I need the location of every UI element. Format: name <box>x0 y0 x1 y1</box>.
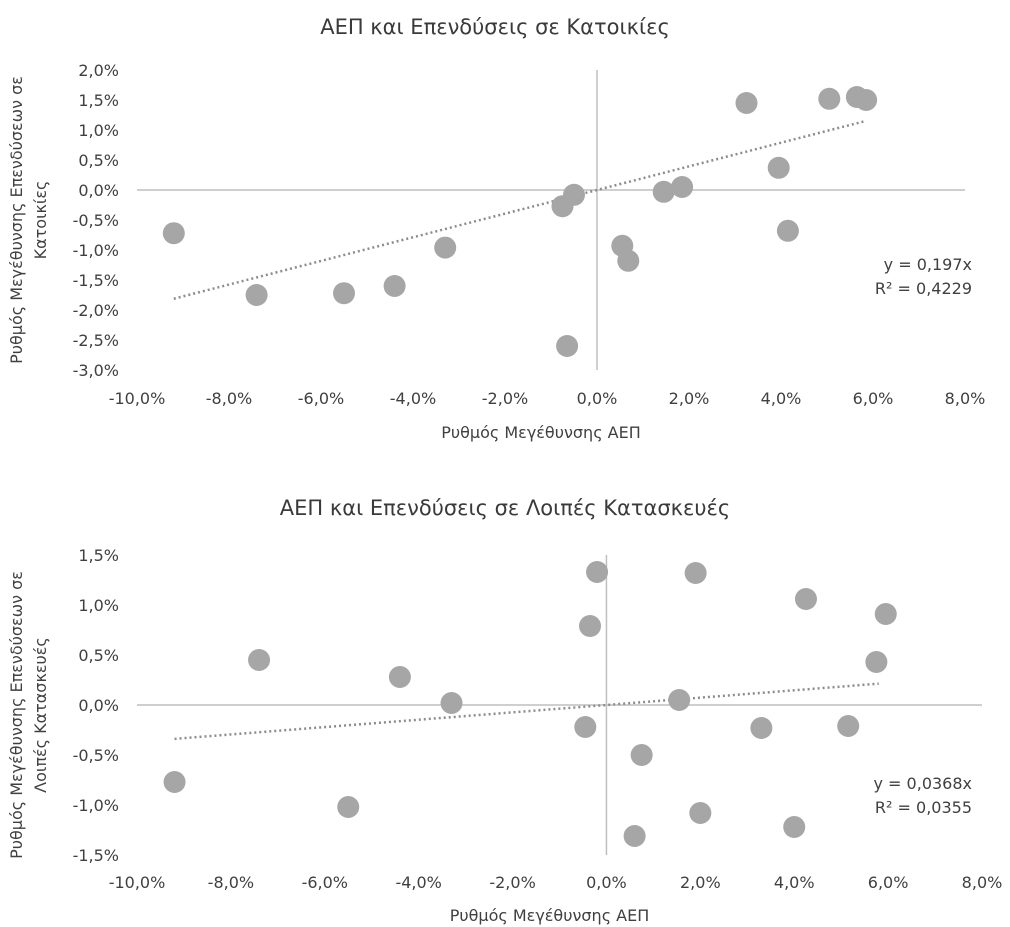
x-tick-label: 2,0% <box>680 873 721 892</box>
x-tick-label: -2,0% <box>489 873 535 892</box>
x-tick-label: -4,0% <box>390 389 436 408</box>
x-axis-title: Ρυθμός Μεγέθυνσης ΑΕΠ <box>441 423 641 442</box>
y-tick-label: -1,5% <box>73 271 119 290</box>
data-point <box>617 249 640 272</box>
x-tick-label: -10,0% <box>109 873 166 892</box>
y-tick-label: 0,0% <box>78 696 119 715</box>
y-tick-label: 0,5% <box>78 646 119 665</box>
data-point <box>434 236 457 259</box>
y-tick-label: -1,5% <box>73 846 119 865</box>
data-point <box>630 744 653 766</box>
data-point <box>750 717 773 739</box>
trend-equation: y = 0,0368x <box>874 774 973 793</box>
x-tick-label: -6,0% <box>302 873 348 892</box>
chart-2: ΑΕΠ και Επενδύσεις σε Λοιπές Κατασκευές 1… <box>7 496 1002 925</box>
x-tick-label: -10,0% <box>109 389 166 408</box>
x-tick-label: 8,0% <box>945 389 986 408</box>
y-axis-title: Κατοικίες <box>31 181 50 260</box>
data-point <box>818 87 841 110</box>
data-point <box>245 284 268 306</box>
r-squared-label: R² = 0,4229 <box>875 279 972 298</box>
data-point <box>735 92 758 114</box>
y-tick-label: -2,0% <box>73 301 119 320</box>
x-tick-label: 6,0% <box>853 389 894 408</box>
y-tick-label: -0,5% <box>73 746 119 765</box>
data-point <box>163 771 186 793</box>
data-point <box>689 802 712 824</box>
trendline <box>174 682 879 741</box>
x-axis-title: Ρυθμός Μεγέθυνσης ΑΕΠ <box>450 906 650 925</box>
data-point <box>388 666 411 688</box>
data-point <box>623 825 646 847</box>
data-point <box>652 180 675 203</box>
x-tick-label: 8,0% <box>962 873 1003 892</box>
y-tick-label: 2,0% <box>78 61 119 80</box>
x-tick-label: -2,0% <box>482 389 528 408</box>
data-point <box>855 89 878 111</box>
y-tick-label: 1,5% <box>78 546 119 565</box>
x-tick-label: -6,0% <box>298 389 344 408</box>
y-tick-label: 1,5% <box>78 91 119 110</box>
chart-title: ΑΕΠ και Επενδύσεις σε Λοιπές Κατασκευές <box>280 496 730 520</box>
y-tick-label: -1,0% <box>73 241 119 260</box>
data-point <box>248 649 271 671</box>
data-point <box>440 692 463 714</box>
r-squared-label: R² = 0,0355 <box>875 798 972 817</box>
y-axis-title: Λοιπές Κατασκευές <box>31 637 50 793</box>
data-point <box>794 588 817 610</box>
data-point <box>383 275 406 297</box>
y-axis-title: Ρυθμός Μεγέθυνσης Επενδύσεων σε <box>7 76 26 364</box>
data-point <box>556 335 579 357</box>
y-axis-title: Ρυθμός Μεγέθυνσης Επενδύσεων σε <box>7 571 26 859</box>
x-tick-label: -4,0% <box>395 873 441 892</box>
data-point <box>668 689 691 711</box>
data-point <box>563 183 585 206</box>
data-point <box>865 651 888 673</box>
data-point <box>767 156 790 179</box>
data-point <box>574 716 597 738</box>
data-point <box>783 816 806 838</box>
trend-equation: y = 0,197x <box>884 255 972 274</box>
y-tick-label: 1,0% <box>78 121 119 140</box>
y-tick-label: -0,5% <box>73 211 119 230</box>
data-point <box>874 603 897 625</box>
y-tick-label: 1,0% <box>78 596 119 615</box>
data-point <box>337 796 360 818</box>
x-tick-label: -8,0% <box>206 389 252 408</box>
y-tick-label: -3,0% <box>73 361 119 380</box>
trendline <box>173 120 865 300</box>
data-point <box>333 282 355 305</box>
data-point <box>776 219 799 242</box>
y-tick-label: -2,5% <box>73 331 119 350</box>
x-tick-label: 6,0% <box>868 873 909 892</box>
data-point <box>671 176 694 198</box>
data-point <box>162 222 185 245</box>
x-tick-label: 4,0% <box>774 873 815 892</box>
x-tick-label: 0,0% <box>577 389 618 408</box>
y-tick-label: 0,0% <box>78 181 119 200</box>
y-tick-label: 0,5% <box>78 151 119 170</box>
y-tick-label: -1,0% <box>73 796 119 815</box>
x-tick-label: 2,0% <box>669 389 710 408</box>
x-tick-label: -8,0% <box>208 873 254 892</box>
x-tick-label: 0,0% <box>586 873 627 892</box>
data-point <box>684 562 707 584</box>
data-point <box>579 615 602 637</box>
chart-1: ΑΕΠ και Επενδύσεις σε Κατοικίες 2,0% 1,5% 1… <box>7 15 985 442</box>
data-point <box>586 561 609 583</box>
x-tick-label: 4,0% <box>761 389 802 408</box>
data-point <box>837 715 860 737</box>
chart-title: ΑΕΠ και Επενδύσεις σε Κατοικίες <box>320 15 670 39</box>
